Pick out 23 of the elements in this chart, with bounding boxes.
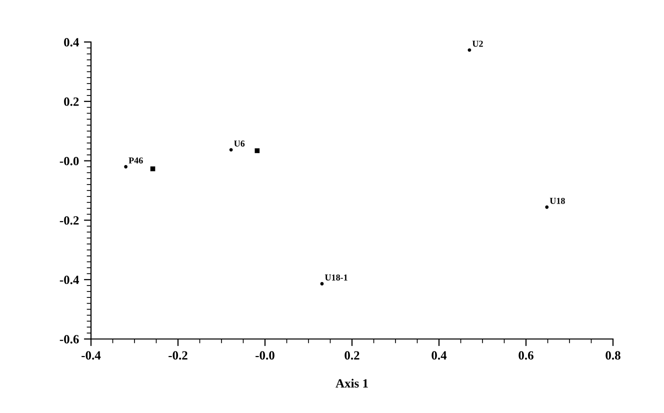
point — [229, 148, 233, 152]
point — [124, 165, 128, 168]
x-tick-label: -0.2 — [168, 351, 188, 360]
y-tick-label: -0.6 — [60, 335, 79, 344]
data-label: U18-1 — [324, 274, 348, 281]
y-tick-label: -0.4 — [60, 276, 79, 284]
point — [320, 282, 324, 286]
data-label: P46 — [128, 157, 143, 164]
data-label: U2 — [472, 40, 483, 47]
x-tick-label: 0.4 — [432, 351, 447, 360]
data-label: U18 — [550, 198, 565, 204]
x-tick-label: 0.6 — [518, 351, 534, 360]
x-tick-label: -0.0 — [256, 351, 274, 360]
y-tick-label: 0.4 — [64, 38, 79, 47]
y-tick-label: -0.0 — [60, 156, 79, 166]
y-tick-label: -0.2 — [60, 216, 79, 225]
point — [545, 205, 549, 209]
x-tick-label: 0.8 — [606, 351, 620, 360]
x-tick-label: -0.4 — [82, 351, 101, 360]
x-tick-label: 0.2 — [344, 351, 360, 360]
y-tick-label: 0.2 — [64, 97, 79, 106]
data-label: U6 — [234, 140, 245, 147]
x-axis-title: Axis 1 — [336, 378, 368, 388]
